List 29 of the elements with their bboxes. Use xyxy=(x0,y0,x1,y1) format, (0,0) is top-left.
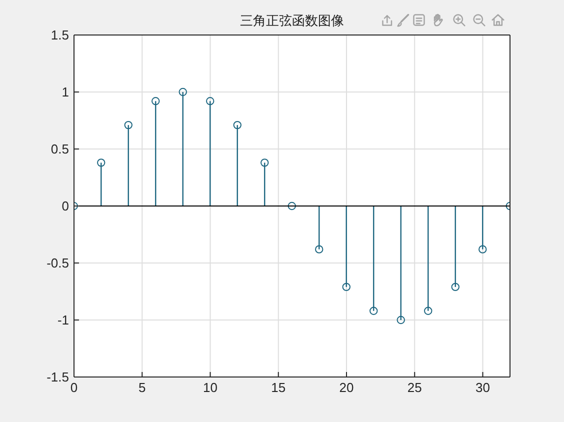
point xyxy=(260,158,269,167)
point xyxy=(315,245,324,254)
point xyxy=(124,120,132,130)
point xyxy=(396,316,405,324)
point xyxy=(288,202,296,210)
x-tick-label: 5 xyxy=(138,380,146,396)
y-tick-label: 0 xyxy=(62,198,69,214)
point xyxy=(233,120,242,130)
point xyxy=(478,245,487,254)
point xyxy=(152,97,160,106)
point xyxy=(342,282,350,292)
y-tick-label: -1 xyxy=(57,312,69,328)
point xyxy=(206,97,214,106)
x-tick-label: 15 xyxy=(271,380,286,396)
y-tick-label: 1.5 xyxy=(50,28,69,43)
x-tick-label: 10 xyxy=(203,380,218,396)
chart-title: 三角正弦函数图像 xyxy=(239,12,345,30)
x-tick-label: 20 xyxy=(339,380,354,396)
y-tick-label: 0.5 xyxy=(50,142,69,157)
y-tick-label: -1.5 xyxy=(46,370,69,385)
y-tick-label: -0.5 xyxy=(46,256,69,271)
point xyxy=(178,88,187,96)
point xyxy=(370,306,378,315)
x-tick-label: 25 xyxy=(407,380,422,396)
point xyxy=(451,282,460,292)
y-tick-label: 1 xyxy=(62,84,69,100)
x-tick-label: 30 xyxy=(476,380,490,396)
point xyxy=(424,306,432,315)
point xyxy=(97,158,106,167)
